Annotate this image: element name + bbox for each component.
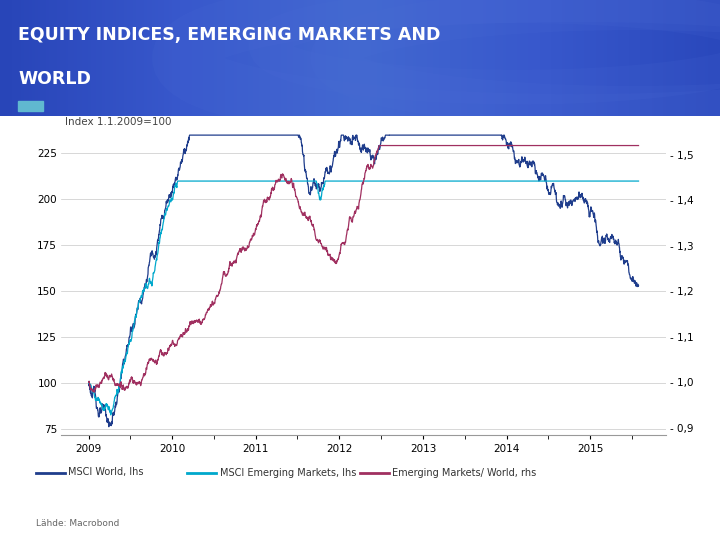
Text: Lähde: Macrobond: Lähde: Macrobond	[36, 519, 120, 529]
Text: Index 1.1.2009=100: Index 1.1.2009=100	[65, 117, 171, 127]
Text: MSCI World, lhs: MSCI World, lhs	[68, 468, 144, 477]
Text: WORLD: WORLD	[18, 70, 91, 87]
Text: EQUITY INDICES, EMERGING MARKETS AND: EQUITY INDICES, EMERGING MARKETS AND	[18, 25, 441, 44]
Text: Emerging Markets/ World, rhs: Emerging Markets/ World, rhs	[392, 468, 536, 477]
Text: MSCI Emerging Markets, lhs: MSCI Emerging Markets, lhs	[220, 468, 356, 477]
Bar	[18, 101, 43, 111]
